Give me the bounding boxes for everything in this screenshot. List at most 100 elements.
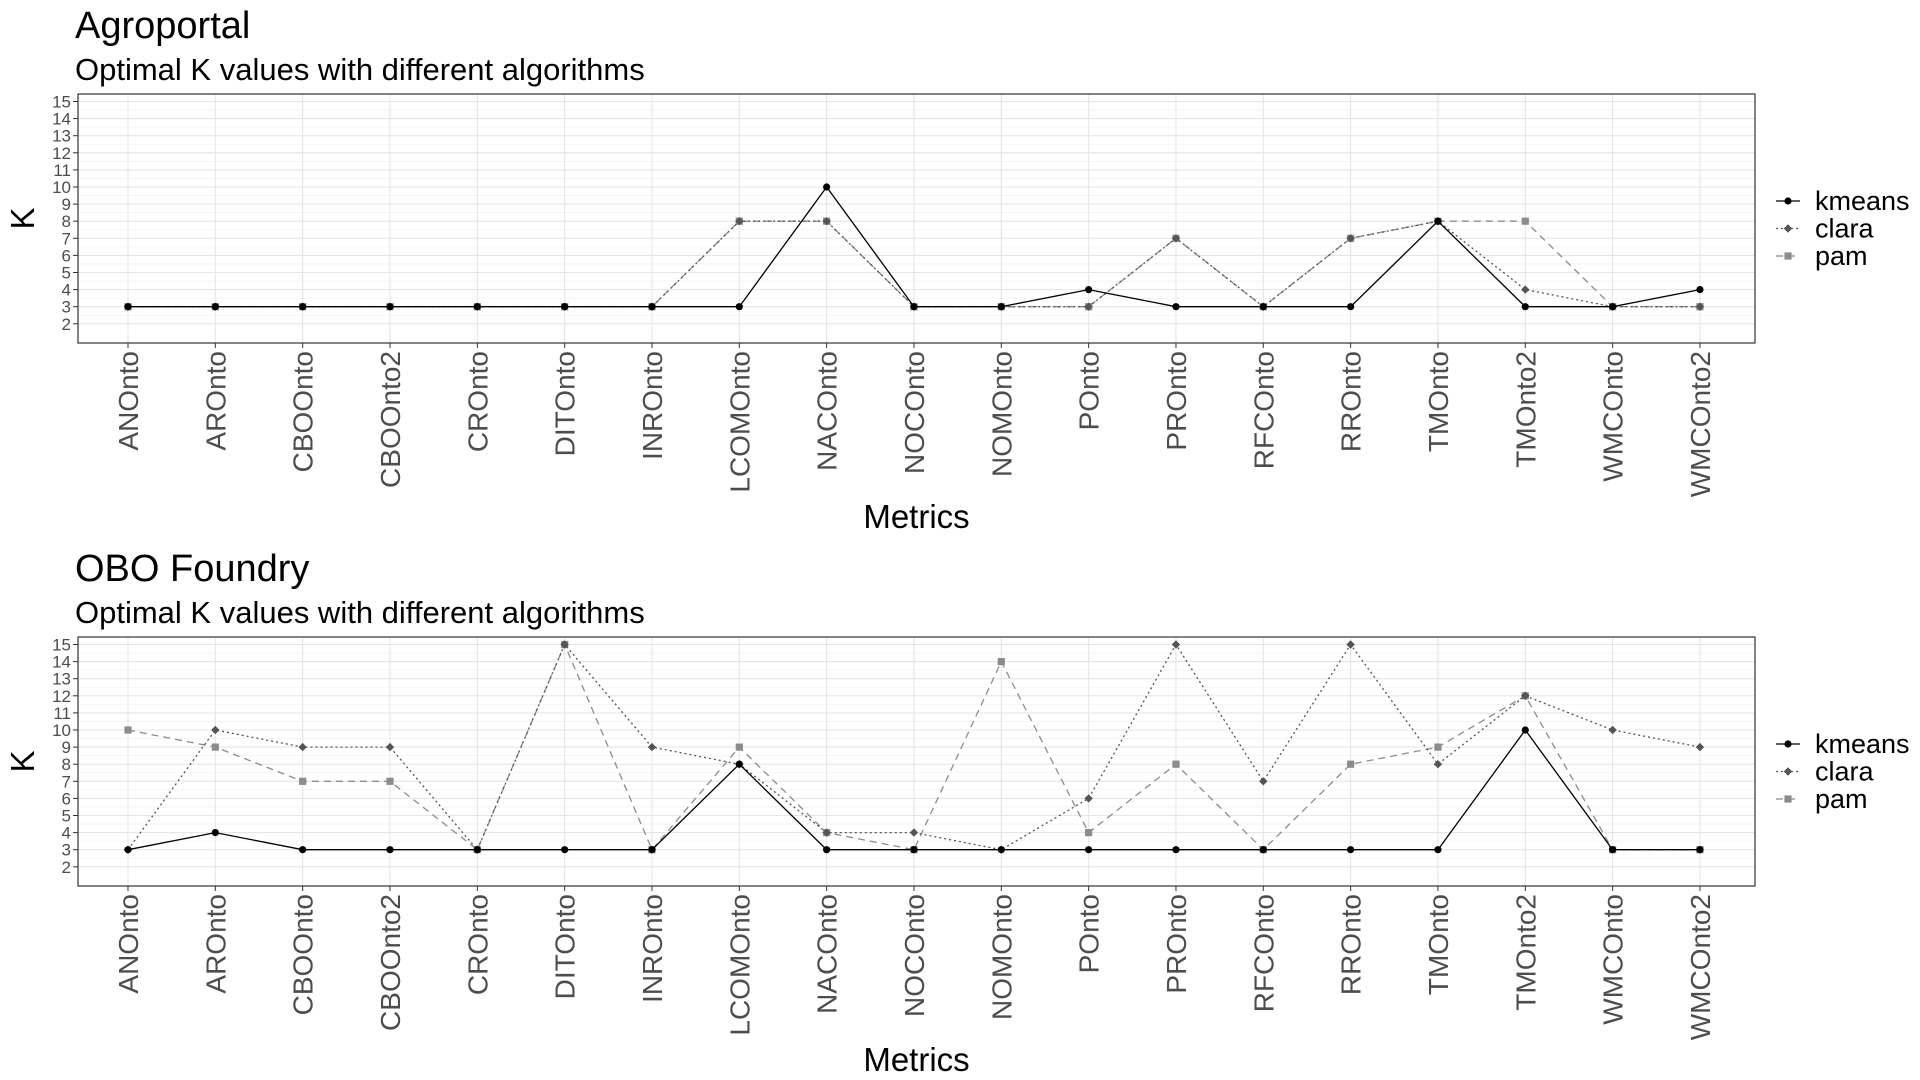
chart-subtitle: Optimal K values with different algorith…	[75, 595, 645, 630]
x-tick-label: ANOnto	[113, 894, 144, 994]
y-tick-label: 4	[62, 824, 71, 843]
x-tick-label: NOMOnto	[986, 894, 1017, 1020]
data-point-pam	[211, 743, 219, 751]
x-tick-label: NOCOnto	[899, 894, 930, 1017]
y-tick-label: 11	[53, 704, 71, 723]
data-point-clara	[1084, 794, 1093, 803]
x-tick-label: NACOnto	[812, 894, 843, 1014]
data-point-kmeans	[1259, 303, 1267, 311]
x-tick-label: INROnto	[637, 351, 668, 460]
data-point-kmeans	[473, 303, 481, 311]
data-point-clara	[1521, 691, 1530, 700]
y-tick-label: 9	[62, 738, 71, 757]
legend-key-marker	[1783, 224, 1793, 233]
data-point-kmeans	[1521, 303, 1529, 311]
data-point-kmeans	[910, 846, 918, 854]
y-tick-label: 14	[52, 110, 71, 129]
data-point-kmeans	[648, 303, 656, 311]
legend-item-kmeans: kmeans	[1776, 729, 1910, 759]
x-tick-label: AROnto	[200, 894, 231, 994]
legend-item-kmeans: kmeans	[1776, 186, 1910, 216]
data-point-kmeans	[735, 303, 743, 311]
x-tick-label: WMCOnto2	[1685, 894, 1716, 1040]
data-point-kmeans	[1521, 726, 1529, 734]
x-tick-label: WMCOnto	[1598, 351, 1629, 482]
legend-item-clara: clara	[1776, 214, 1875, 244]
legend-label: kmeans	[1815, 186, 1910, 216]
x-tick-label: INROnto	[637, 894, 668, 1003]
data-point-clara	[211, 725, 220, 735]
x-tick-label: NACOnto	[812, 351, 843, 471]
legend-item-clara: clara	[1776, 757, 1875, 787]
data-point-clara	[298, 742, 307, 752]
data-point-kmeans	[648, 846, 656, 854]
x-tick-label: ANOnto	[113, 351, 144, 451]
data-point-clara	[1171, 234, 1181, 243]
x-axis-label: Metrics	[863, 1041, 969, 1078]
x-tick-label: CROnto	[462, 351, 493, 452]
data-point-kmeans	[561, 846, 569, 854]
legend-label: pam	[1815, 241, 1868, 271]
data-point-pam	[1347, 760, 1355, 768]
x-tick-label: WMCOnto2	[1685, 351, 1716, 497]
data-point-clara	[1608, 725, 1617, 735]
data-point-kmeans	[910, 303, 918, 311]
data-point-kmeans	[1609, 846, 1617, 854]
data-point-kmeans	[1172, 846, 1180, 854]
data-point-kmeans	[561, 303, 569, 311]
x-tick-label: RFCOnto	[1248, 894, 1279, 1012]
x-tick-label: POnto	[1074, 351, 1105, 430]
data-point-pam	[1085, 829, 1093, 837]
data-point-clara	[822, 828, 831, 837]
y-tick-label: 15	[52, 636, 71, 655]
chart-title: Agroportal	[75, 5, 250, 47]
data-point-kmeans	[1085, 286, 1093, 294]
y-tick-label: 5	[62, 807, 71, 826]
x-tick-label: CBOOnto	[288, 894, 319, 1015]
x-tick-label: RFCOnto	[1248, 351, 1279, 469]
data-point-pam	[1521, 217, 1529, 225]
data-point-kmeans	[997, 846, 1005, 854]
x-tick-label: RROnto	[1336, 351, 1367, 452]
x-tick-label: CBOOnto2	[375, 351, 406, 488]
legend-key-marker	[1784, 795, 1792, 803]
data-point-clara	[735, 217, 744, 226]
data-point-clara	[1433, 760, 1443, 769]
data-point-kmeans	[299, 846, 307, 854]
y-tick-label: 13	[52, 670, 71, 689]
x-tick-label: WMCOnto	[1598, 894, 1629, 1025]
data-point-kmeans	[1609, 303, 1617, 311]
x-tick-label: DITOnto	[550, 351, 581, 456]
y-tick-label: 8	[62, 212, 71, 231]
legend-label: clara	[1815, 214, 1875, 244]
data-point-kmeans	[1085, 846, 1093, 854]
x-tick-label: CBOOnto2	[375, 894, 406, 1031]
y-tick-label: 5	[62, 264, 71, 283]
y-tick-label: 10	[52, 178, 71, 197]
y-tick-label: 4	[62, 281, 71, 300]
data-point-kmeans	[386, 846, 394, 854]
data-point-kmeans	[1347, 303, 1355, 311]
x-tick-label: NOMOnto	[986, 351, 1017, 477]
data-point-clara	[909, 828, 919, 837]
data-point-clara	[822, 217, 831, 226]
x-tick-label: CBOOnto	[288, 351, 319, 472]
data-point-kmeans	[1696, 846, 1704, 854]
y-tick-label: 3	[62, 841, 71, 860]
data-point-clara	[1084, 302, 1093, 311]
x-tick-label: LCOMOnto	[724, 351, 755, 493]
y-axis-label: K	[4, 207, 41, 229]
x-tick-label: LCOMOnto	[724, 894, 755, 1036]
data-point-kmeans	[1434, 846, 1442, 854]
legend-item-pam: pam	[1776, 241, 1868, 271]
data-point-clara	[560, 640, 569, 649]
x-tick-label: POnto	[1074, 894, 1105, 973]
data-point-clara	[1259, 777, 1268, 786]
data-point-kmeans	[124, 303, 132, 311]
data-point-kmeans	[211, 829, 219, 837]
plot-border	[77, 93, 1756, 344]
plot-border	[77, 636, 1756, 887]
data-point-clara	[1171, 640, 1181, 649]
y-tick-label: 11	[53, 161, 71, 180]
